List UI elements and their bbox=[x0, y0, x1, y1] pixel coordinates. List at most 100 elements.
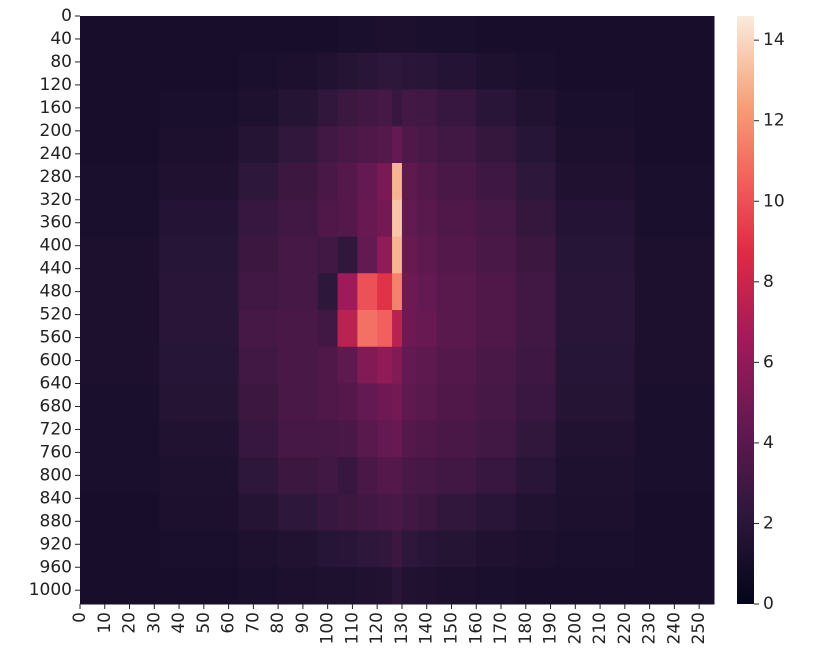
heatmap-cell bbox=[238, 383, 279, 421]
heatmap-cell bbox=[159, 383, 239, 421]
x-tick-label: 110 bbox=[342, 612, 362, 644]
heatmap-cell bbox=[159, 126, 239, 164]
y-tick-label: 840 bbox=[40, 488, 72, 508]
heatmap-cell bbox=[416, 383, 438, 421]
heatmap-cell bbox=[416, 493, 438, 531]
heatmap-cell bbox=[416, 457, 438, 495]
y-tick-label: 920 bbox=[40, 534, 72, 554]
heatmap-cell bbox=[317, 16, 339, 54]
heatmap-cell bbox=[278, 89, 319, 127]
heatmap-cell bbox=[317, 89, 339, 127]
heatmap-cell bbox=[436, 346, 477, 384]
x-tick-label: 240 bbox=[664, 612, 684, 644]
heatmap-cell bbox=[634, 16, 715, 54]
heatmap-cell bbox=[392, 567, 403, 605]
x-tick-label: 230 bbox=[640, 612, 660, 644]
y-tick-label: 760 bbox=[40, 442, 72, 462]
heatmap-cell bbox=[416, 567, 438, 605]
x-tick-label: 100 bbox=[318, 612, 338, 644]
heatmap-cell bbox=[555, 126, 636, 164]
heatmap-cell bbox=[317, 530, 339, 568]
heatmap-cell bbox=[159, 457, 239, 495]
x-tick-label: 30 bbox=[144, 612, 164, 634]
heatmap-cell bbox=[555, 16, 636, 54]
heatmap-cell bbox=[238, 236, 279, 274]
x-tick-label: 190 bbox=[541, 612, 561, 644]
y-tick-label: 560 bbox=[40, 328, 72, 348]
heatmap-cell bbox=[238, 199, 279, 237]
heatmap-cell bbox=[278, 273, 319, 311]
heatmap-cell bbox=[555, 493, 636, 531]
heatmap-cell bbox=[357, 346, 378, 384]
heatmap-cell bbox=[337, 89, 358, 127]
heatmap-cell bbox=[515, 310, 556, 348]
heatmap-cell bbox=[238, 567, 279, 605]
heatmap-cell bbox=[476, 310, 517, 348]
heatmap-cell bbox=[416, 346, 438, 384]
heatmap-cell bbox=[238, 52, 279, 90]
heatmap-cell bbox=[377, 163, 393, 201]
y-tick-label: 400 bbox=[40, 236, 72, 256]
heatmap-cell bbox=[392, 126, 403, 164]
heatmap-cell bbox=[278, 530, 319, 568]
heatmap-cell bbox=[377, 346, 393, 384]
heatmap-cell bbox=[238, 420, 279, 458]
heatmap-cell bbox=[278, 383, 319, 421]
heatmap-cell bbox=[436, 530, 477, 568]
heatmap-cell bbox=[401, 530, 418, 568]
heatmap-cell bbox=[436, 383, 477, 421]
heatmap-cell bbox=[555, 89, 636, 127]
heatmap-cell bbox=[515, 199, 556, 237]
heatmap-cell bbox=[634, 346, 715, 384]
heatmap-cell bbox=[357, 89, 378, 127]
heatmap-cell bbox=[555, 52, 636, 90]
heatmap-cell bbox=[476, 199, 517, 237]
heatmap-cell bbox=[159, 273, 239, 311]
heatmap-cell bbox=[392, 530, 403, 568]
heatmap-cell bbox=[401, 383, 418, 421]
x-tick-label: 220 bbox=[615, 612, 635, 644]
heatmap-cell bbox=[238, 457, 279, 495]
x-tick-label: 0 bbox=[70, 612, 90, 623]
x-tick-label: 40 bbox=[169, 612, 189, 634]
heatmap-cell bbox=[401, 52, 418, 90]
heatmap-cell bbox=[401, 493, 418, 531]
heatmap-cell bbox=[634, 383, 715, 421]
heatmap-cell bbox=[238, 163, 279, 201]
heatmap-cell bbox=[337, 457, 358, 495]
heatmap-cell bbox=[278, 310, 319, 348]
heatmap-cell bbox=[238, 89, 279, 127]
heatmap-cell bbox=[555, 199, 636, 237]
colorbar-tick-label: 6 bbox=[763, 352, 774, 372]
heatmap-cell bbox=[436, 16, 477, 54]
y-tick-label: 0 bbox=[61, 6, 72, 26]
y-tick-label: 440 bbox=[40, 259, 72, 279]
heatmap-cell bbox=[416, 236, 438, 274]
heatmap-cell bbox=[317, 163, 339, 201]
heatmap-cell bbox=[337, 126, 358, 164]
x-tick-label: 20 bbox=[120, 612, 140, 634]
x-tick-label: 10 bbox=[95, 612, 115, 634]
heatmap-cell bbox=[278, 420, 319, 458]
heatmap-cell bbox=[80, 89, 160, 127]
heatmap-cell bbox=[515, 52, 556, 90]
heatmap-cell bbox=[238, 530, 279, 568]
x-tick-label: 160 bbox=[466, 612, 486, 644]
heatmap-cell bbox=[634, 273, 715, 311]
heatmap-cell bbox=[401, 457, 418, 495]
heatmap-cell bbox=[238, 16, 279, 54]
heatmap-cell bbox=[377, 383, 393, 421]
heatmap-cell bbox=[80, 199, 160, 237]
x-tick-label: 120 bbox=[367, 612, 387, 644]
heatmap-cell bbox=[159, 52, 239, 90]
colorbar-tick-label: 14 bbox=[763, 30, 785, 50]
heatmap-cell bbox=[555, 273, 636, 311]
heatmap-cell bbox=[278, 163, 319, 201]
heatmap-cell bbox=[159, 236, 239, 274]
x-tick-label: 170 bbox=[491, 612, 511, 644]
heatmap-cell bbox=[634, 530, 715, 568]
x-tick-label: 210 bbox=[590, 612, 610, 644]
heatmap-cell bbox=[159, 310, 239, 348]
heatmap-cell bbox=[159, 420, 239, 458]
heatmap-cell bbox=[476, 457, 517, 495]
